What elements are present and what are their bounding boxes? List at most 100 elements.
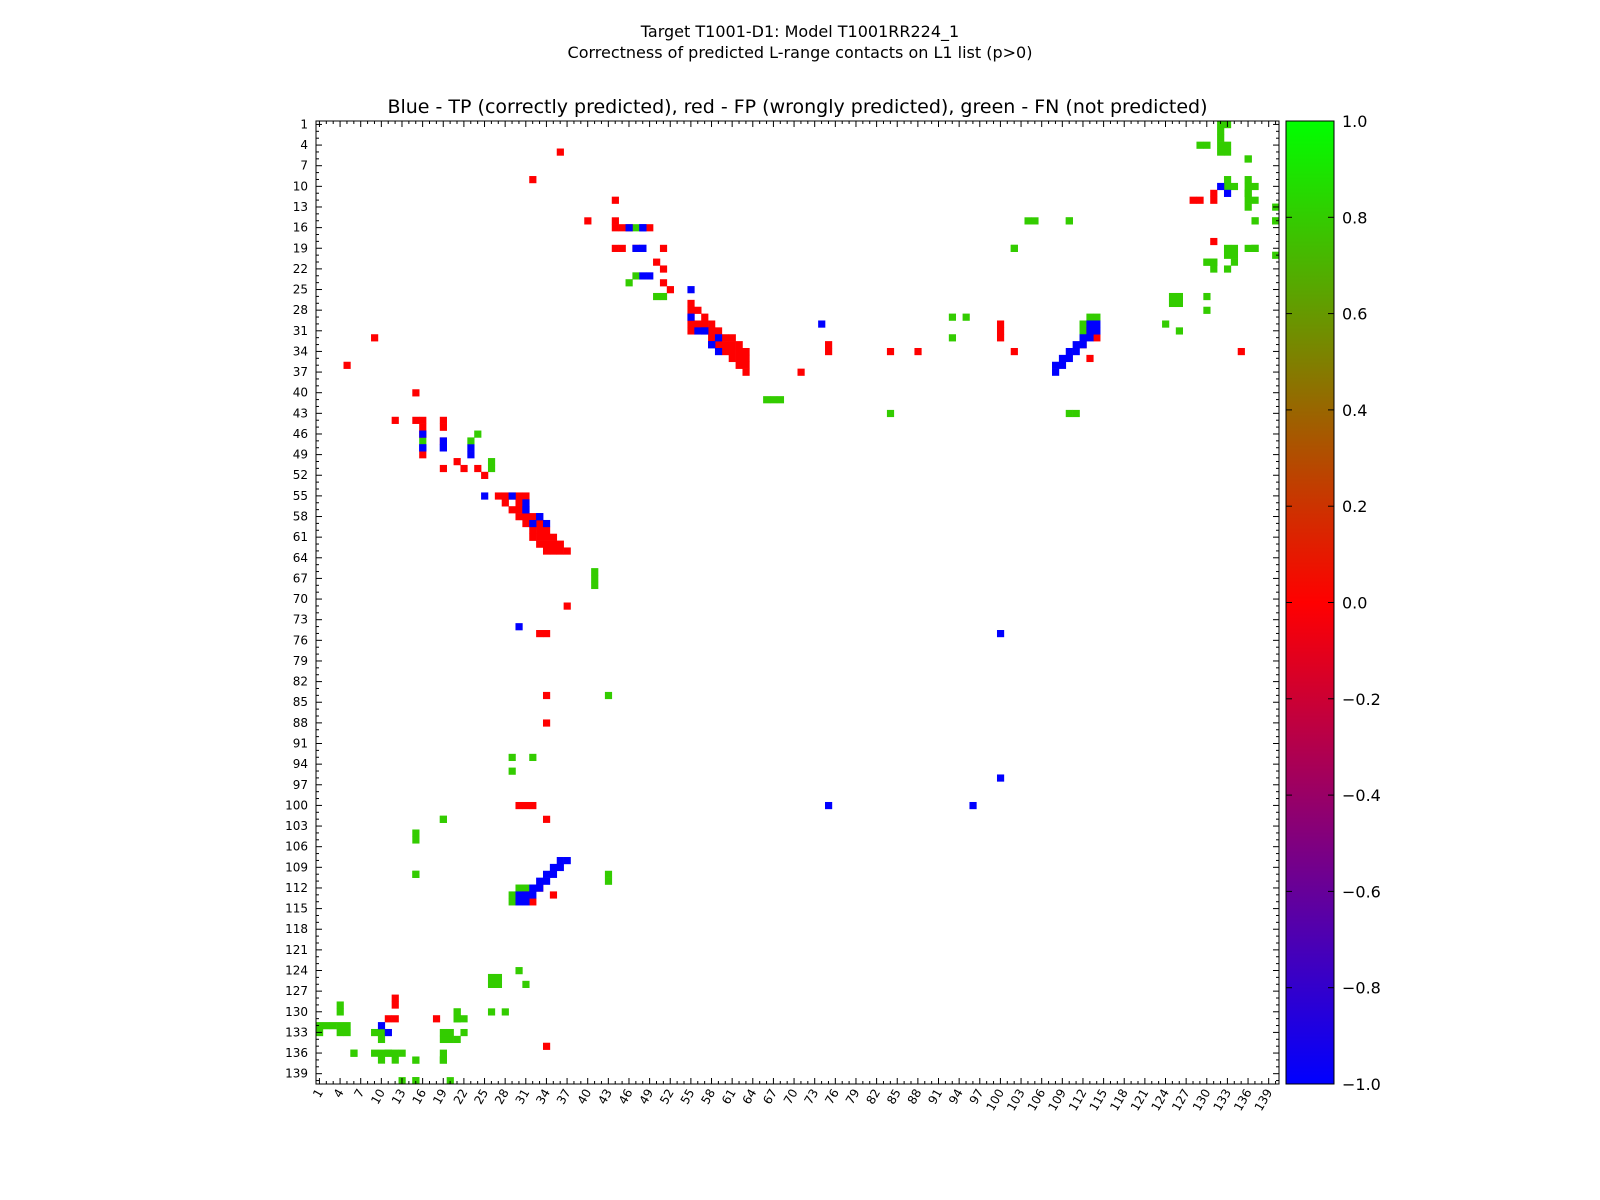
x-tick-label: 31 (513, 1087, 533, 1107)
fn-contact-cell (467, 437, 475, 445)
fp-contact-cell (708, 327, 716, 335)
fn-contact-cell (1079, 320, 1087, 328)
fp-contact-cell (825, 347, 833, 356)
fn-contact-cell (948, 334, 957, 342)
fp-contact-cell (529, 898, 537, 906)
fn-contact-cell (371, 1028, 379, 1037)
x-tick-label: 49 (636, 1087, 656, 1107)
tp-contact-cell (536, 877, 544, 885)
fn-contact-cell (446, 1028, 454, 1037)
x-tick-label: 67 (760, 1087, 780, 1107)
tp-contact-cell (522, 499, 530, 507)
fp-contact-cell (721, 334, 730, 342)
fn-contact-cell (453, 1008, 461, 1016)
x-tick-label: 70 (781, 1087, 801, 1107)
fn-contact-cell (412, 870, 420, 878)
y-tick-label: 88 (293, 716, 308, 730)
fp-contact-cell (432, 1015, 441, 1023)
tp-contact-cell (1086, 334, 1094, 342)
x-tick-label: 4 (331, 1087, 347, 1101)
x-tick-label: 97 (967, 1087, 987, 1107)
fp-contact-cell (646, 224, 654, 232)
fn-contact-cell (1196, 141, 1204, 149)
fn-contact-cell (1244, 189, 1252, 197)
fp-contact-cell (515, 801, 523, 810)
fn-contact-cell (1251, 196, 1259, 204)
fp-contact-cell (419, 451, 427, 459)
fn-contact-cell (632, 272, 640, 280)
y-tick-label: 46 (293, 427, 308, 441)
fp-contact-cell (515, 492, 523, 500)
x-tick-labels: 1 4 7 10 13 16 19 22 25 28 31 34 37 40 43 46 49 52 55 58 61 6… (310, 1087, 1275, 1114)
fp-contact-cell (453, 458, 461, 466)
fn-contact-cell (419, 437, 427, 445)
tp-contact-cell (639, 224, 647, 232)
tp-contact-cell (522, 891, 530, 899)
fp-contact-cell (687, 306, 695, 314)
fn-contact-cell (1217, 134, 1225, 142)
tp-contact-cell (419, 430, 427, 438)
x-tick-label: 55 (678, 1087, 698, 1107)
fp-contact-cell (825, 341, 833, 349)
fn-contact-cell (350, 1049, 358, 1057)
x-tick-label: 115 (1087, 1087, 1111, 1114)
y-tick-label: 73 (293, 613, 308, 627)
tp-contact-cell (1086, 327, 1094, 335)
tp-contact-cell (1052, 368, 1060, 376)
fp-contact-cell (542, 533, 551, 541)
fp-contact-cell (474, 464, 482, 473)
tp-contact-cell (714, 334, 723, 342)
y-tick-label: 16 (293, 221, 308, 235)
fn-contact-cell (1223, 141, 1232, 149)
fn-contact-cell (1223, 251, 1232, 259)
fp-contact-cell (391, 1015, 399, 1023)
fn-contact-cell (1244, 176, 1252, 184)
fp-contact-cell (1210, 196, 1218, 204)
fp-contact-cell (515, 499, 523, 507)
fp-contact-cell (708, 320, 716, 328)
fn-contact-cell (329, 1022, 337, 1030)
fp-contact-cell (735, 341, 743, 349)
tp-contact-cell (563, 857, 571, 865)
tp-contact-cell (536, 884, 544, 892)
fp-contact-cell (563, 547, 571, 555)
y-tick-label: 31 (293, 324, 308, 338)
fp-contact-cell (536, 630, 544, 638)
fp-contact-cell (914, 347, 922, 356)
fn-contact-cell (1223, 265, 1232, 273)
fn-contact-cell (1223, 148, 1232, 156)
fp-contact-cell (419, 423, 427, 431)
fn-contact-cell (1086, 313, 1094, 321)
tp-contact-cell (481, 492, 489, 500)
fp-contact-cell (1086, 354, 1094, 363)
tp-contact-cell (1093, 327, 1101, 335)
fp-contact-cell (996, 327, 1005, 335)
fn-contact-cell (1230, 182, 1239, 191)
tp-contact-cell (529, 519, 537, 528)
fn-contact-cell (604, 870, 613, 878)
fn-contact-cell (453, 1015, 461, 1023)
x-tick-label: 139 (1252, 1087, 1276, 1114)
x-tick-label: 85 (884, 1087, 904, 1107)
fp-contact-cell (742, 347, 750, 356)
fp-contact-cell (618, 224, 626, 232)
tp-contact-cell (701, 327, 709, 335)
y-tick-label: 37 (293, 365, 308, 379)
fn-contact-cell (398, 1049, 406, 1057)
x-tick-label: 109 (1045, 1087, 1069, 1114)
y-tick-label: 13 (293, 200, 308, 214)
fn-contact-cell (439, 1056, 447, 1064)
tp-contact-cell (529, 884, 537, 892)
fn-contact-cell (1244, 196, 1252, 204)
fn-contact-cell (460, 1028, 468, 1037)
tp-contact-cell (377, 1022, 386, 1030)
x-tick-label: 61 (719, 1087, 739, 1107)
figure-title: Target T1001-D1: Model T1001RR224_1 (640, 22, 960, 41)
fp-contact-cell (659, 265, 668, 273)
fp-contact-cell (701, 320, 709, 328)
tp-contact-cell (549, 863, 558, 872)
axes-title: Blue - TP (correctly predicted), red - F… (387, 96, 1207, 118)
fn-contact-cell (1024, 217, 1032, 225)
fn-contact-cell (439, 815, 447, 823)
fn-contact-cell (460, 1015, 468, 1023)
